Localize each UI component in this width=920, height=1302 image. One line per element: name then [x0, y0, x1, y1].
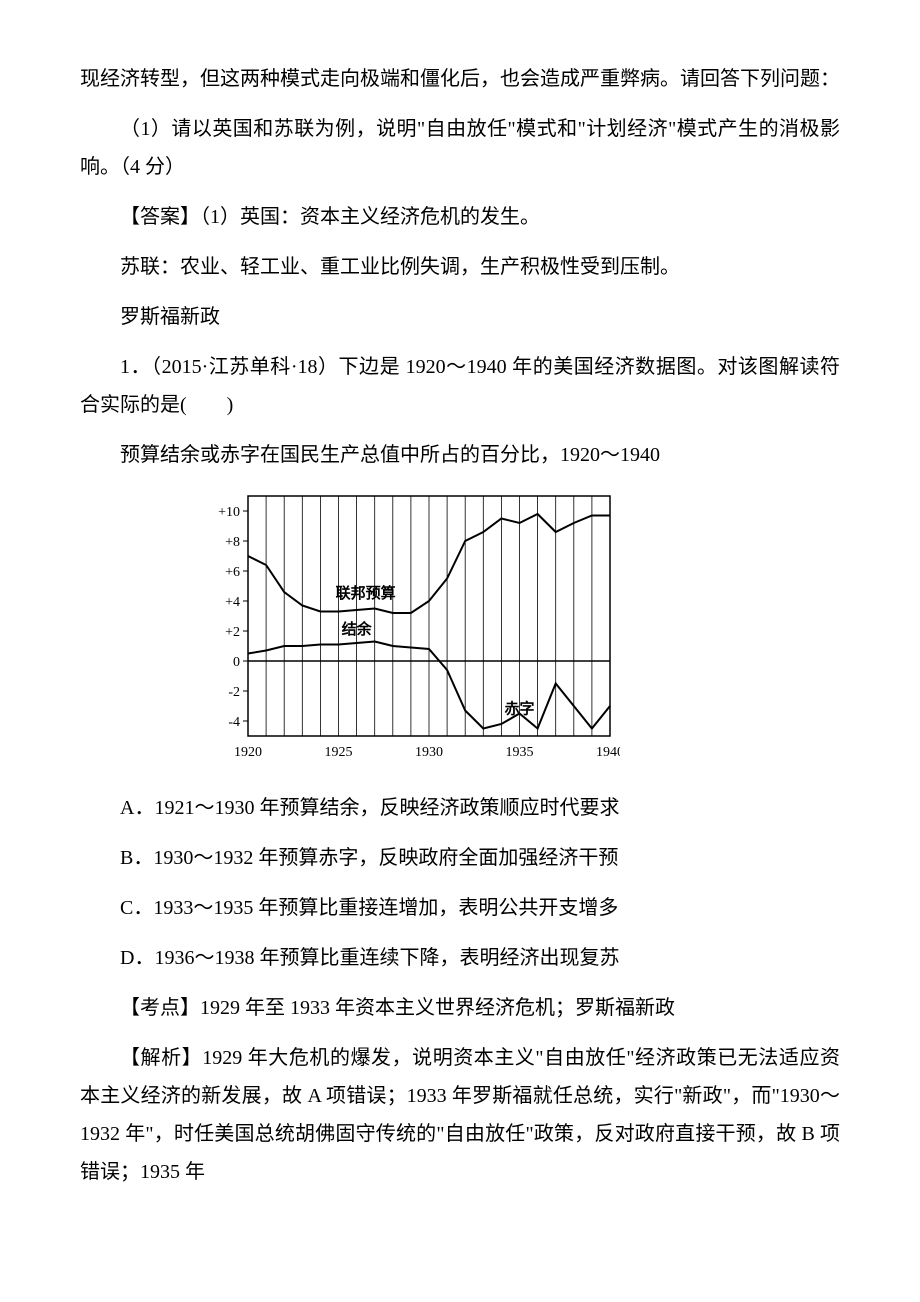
svg-text:+2: +2: [225, 625, 240, 640]
svg-text:1935: 1935: [506, 745, 534, 760]
jiexi: 【解析】1929 年大危机的爆发，说明资本主义"自由放任"经济政策已无法适应资本…: [80, 1039, 840, 1191]
svg-text:结余: 结余: [342, 620, 373, 638]
svg-text:1925: 1925: [325, 745, 353, 760]
svg-text:+4: +4: [225, 595, 240, 610]
svg-text:1940: 1940: [596, 745, 620, 760]
intro-tail: 现经济转型，但这两种模式走向极端和僵化后，也会造成严重弊病。请回答下列问题：: [80, 60, 840, 98]
svg-text:联邦预算: 联邦预算: [336, 584, 396, 602]
svg-text:+6: +6: [225, 565, 240, 580]
chart-title: 预算结余或赤字在国民生产总值中所占的百分比，1920～1940: [80, 436, 840, 474]
svg-text:1930: 1930: [415, 745, 443, 760]
svg-text:+8: +8: [225, 535, 240, 550]
svg-text:+10: +10: [218, 505, 240, 520]
answer-1-line2: 苏联：农业、轻工业、重工业比例失调，生产积极性受到压制。: [80, 248, 840, 286]
svg-text:-4: -4: [228, 715, 240, 730]
answer-1-line1: 【答案】（1）英国：资本主义经济危机的发生。: [80, 198, 840, 236]
document-body: 现经济转型，但这两种模式走向极端和僵化后，也会造成严重弊病。请回答下列问题： （…: [80, 60, 840, 1191]
option-a: A．1921～1930 年预算结余，反映经济政策顺应时代要求: [80, 789, 840, 827]
question-1: （1）请以英国和苏联为例，说明"自由放任"模式和"计划经济"模式产生的消极影响。…: [80, 110, 840, 186]
option-b: B．1930～1932 年预算赤字，反映政府全面加强经济干预: [80, 839, 840, 877]
section-title: 罗斯福新政: [80, 298, 840, 336]
option-d: D．1936～1938 年预算比重连续下降，表明经济出现复苏: [80, 939, 840, 977]
question-2-stem: 1．（2015·江苏单科·18）下边是 1920～1940 年的美国经济数据图。…: [80, 348, 840, 424]
line-chart: -4 -2 0 +2 +4 +6 +8 +10 1920 1925 1930 1935 1940 联邦预算…: [200, 486, 620, 779]
svg-text:0: 0: [233, 655, 240, 670]
option-c: C．1933～1935 年预算比重接连增加，表明公共开支增多: [80, 889, 840, 927]
svg-text:1920: 1920: [234, 745, 262, 760]
kaodian: 【考点】1929 年至 1933 年资本主义世界经济危机；罗斯福新政: [80, 989, 840, 1027]
svg-text:赤字: 赤字: [504, 700, 534, 718]
svg-text:-2: -2: [228, 685, 240, 700]
